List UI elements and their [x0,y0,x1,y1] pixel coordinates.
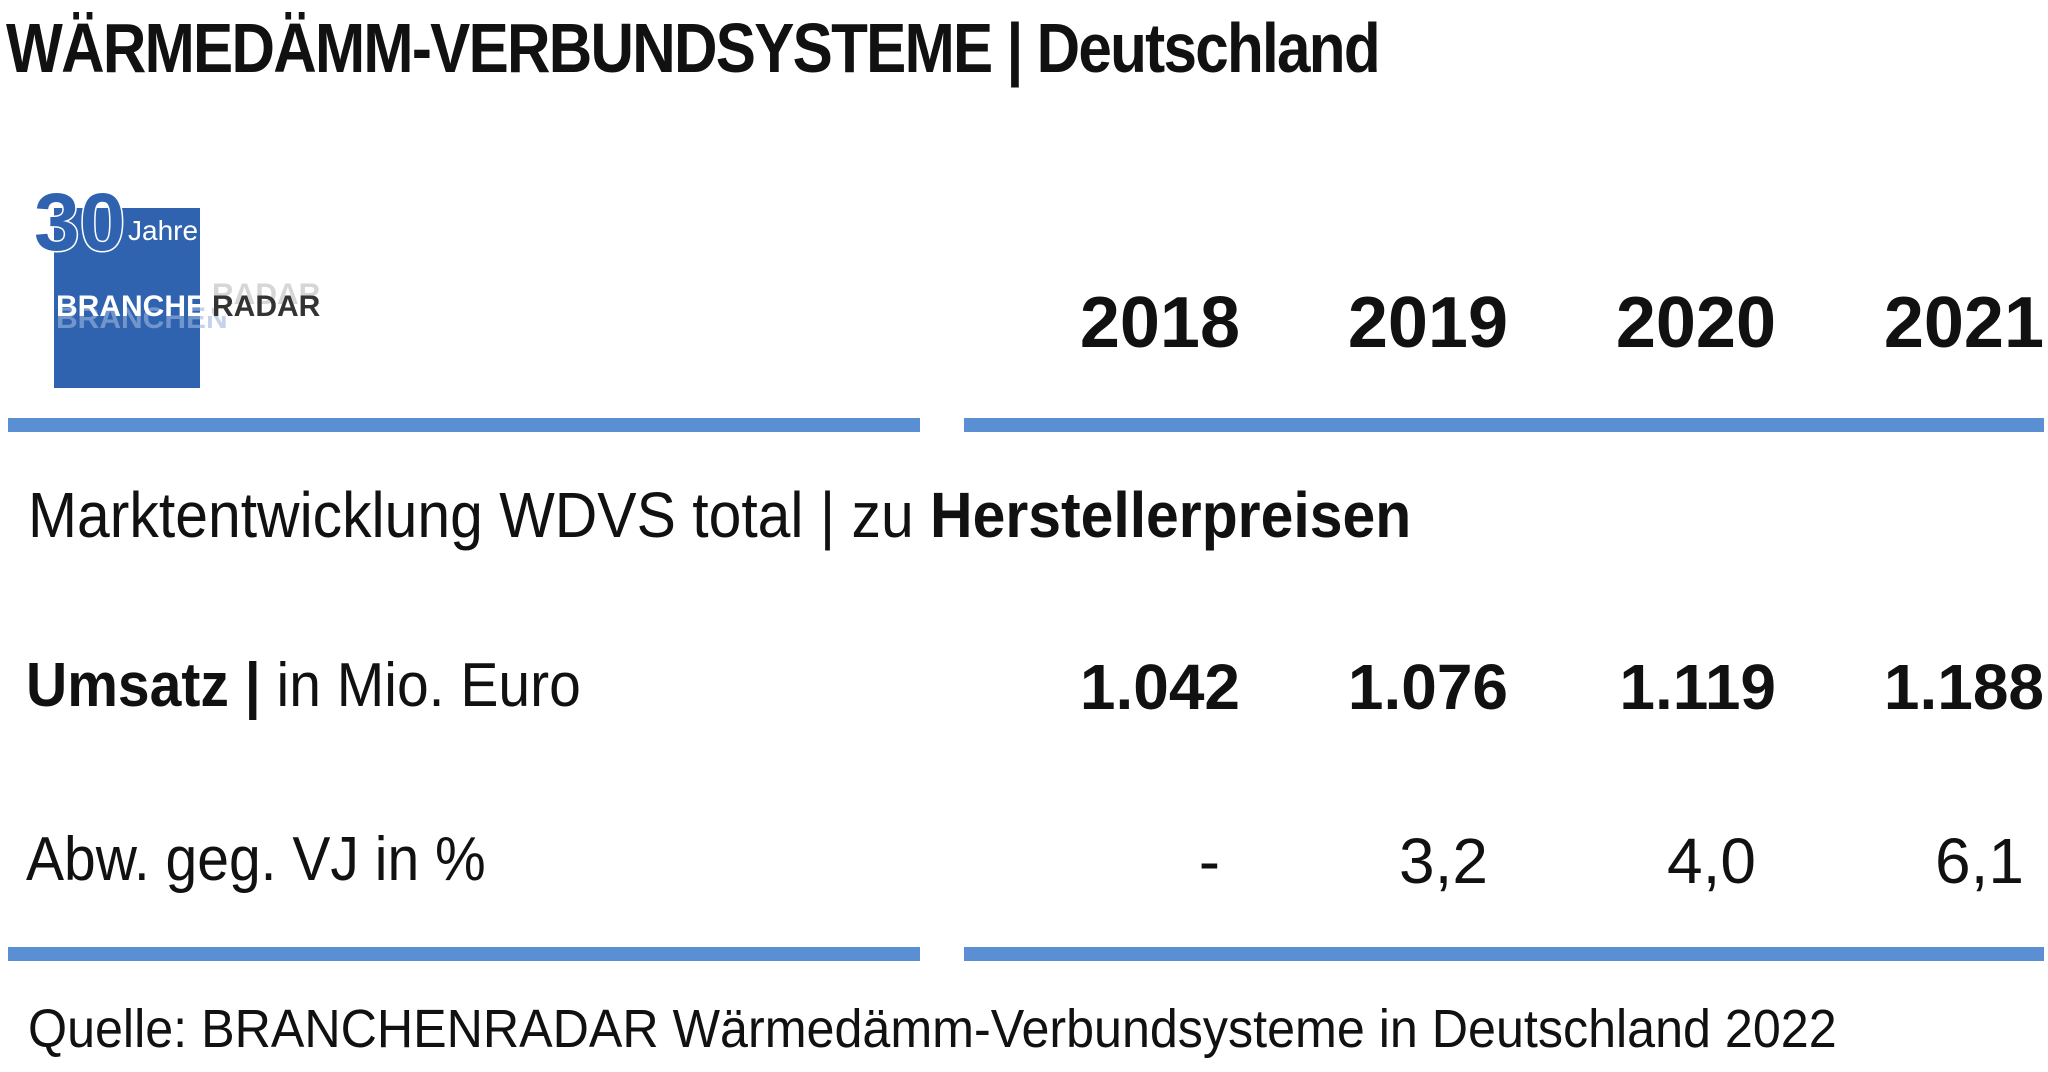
cell-umsatz-2018: 1.042 [1079,651,1240,723]
year-header-2019: 2019 [1347,283,1508,363]
logo-jahre: Jahre [128,215,198,246]
row-label-umsatz-regular: in Mio. Euro [260,651,581,720]
year-header-2018: 2018 [1079,283,1240,363]
subtitle-regular: Marktentwicklung WDVS total | zu [28,479,931,551]
page-title: WÄRMEDÄMM-VERBUNDSYSTEME | Deutschland [6,9,1381,87]
source-note: Quelle: BRANCHENRADAR Wärmedämm-Verbunds… [28,999,1837,1059]
cell-abw-2021: 6,1 [1935,825,2024,897]
row-label-abweichung: Abw. geg. VJ in % [26,824,486,895]
logo-number: 30 [34,180,125,268]
logo-brand-part2: RADAR [212,290,321,323]
cell-abw-2019: 3,2 [1399,825,1488,897]
subtitle-bold: Herstellerpreisen [930,479,1412,551]
row-label-umsatz: Umsatz | in Mio. Euro [26,650,581,721]
footer-divider-left [8,947,920,961]
footer-divider-right [964,947,2044,961]
header-divider-left [8,418,920,432]
cell-umsatz-2020: 1.119 [1619,651,1776,723]
cell-abw-2020: 4,0 [1667,825,1756,897]
logo-brand-shadow: BRANCHEN [56,302,228,335]
cell-umsatz-2021: 1.188 [1883,651,2044,723]
row-label-abweichung-regular: Abw. geg. VJ in % [26,825,486,894]
branchenradar-logo: 30 Jahre BRANCHEN BRANCHEN RADAR RADAR [34,180,321,388]
logo-brand-part2-shadow: RADAR [212,278,321,311]
year-header-2020: 2020 [1615,283,1776,363]
logo-blue-square [54,208,200,388]
year-header-2021: 2021 [1883,283,2044,363]
subtitle: Marktentwicklung WDVS total | zu Herstel… [28,478,1411,552]
cell-umsatz-2019: 1.076 [1347,651,1508,723]
row-label-umsatz-bold: Umsatz | [26,651,261,720]
header-divider-right [964,418,2044,432]
cell-abw-2018: - [1198,825,1220,897]
logo-brand-part1: BRANCHEN [56,290,228,323]
